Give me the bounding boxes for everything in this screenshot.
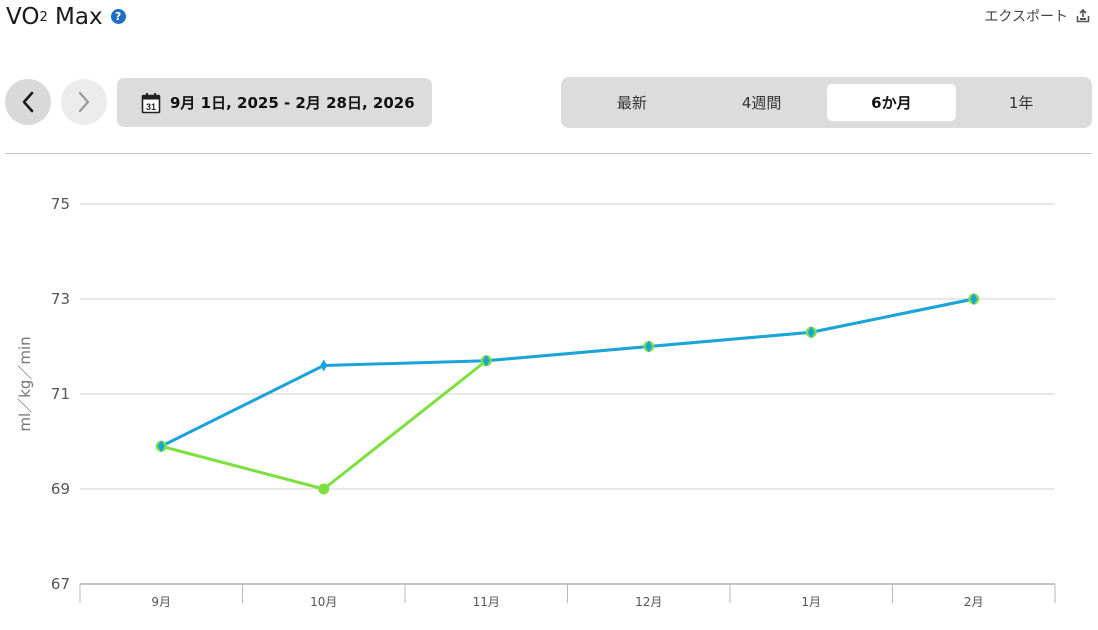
tab-6-months[interactable]: 6か月 — [826, 84, 957, 121]
y-tick-label: 69 — [51, 480, 70, 498]
y-tick-label: 71 — [51, 385, 70, 403]
x-tick-label: 2月 — [964, 595, 984, 609]
y-tick-label: 73 — [51, 290, 70, 308]
next-period-button[interactable] — [61, 79, 107, 125]
x-tick-label: 12月 — [635, 595, 662, 609]
chevron-right-icon — [78, 91, 90, 113]
x-tick-label: 1月 — [801, 595, 821, 609]
series-line-0 — [160, 297, 975, 448]
date-range-label: 9月 1日, 2025 - 2月 28日, 2026 — [170, 94, 415, 112]
point-diamond — [482, 354, 490, 367]
calendar-icon: 31 — [141, 92, 161, 113]
y-axis-label: ml／kg／min — [16, 336, 34, 431]
date-range-picker[interactable]: 31 9月 1日, 2025 - 2月 28日, 2026 — [117, 78, 432, 127]
page-title: VO 2 Max ? — [6, 4, 126, 30]
title-subscript: 2 — [39, 9, 48, 25]
point-diamond — [320, 359, 328, 372]
tab-1-year[interactable]: 1年 — [1008, 94, 1034, 112]
export-icon — [1076, 9, 1090, 23]
calendar-day: 31 — [146, 102, 156, 112]
point-circle — [318, 483, 330, 495]
tab-4-weeks[interactable]: 4週間 — [741, 94, 782, 112]
x-tick-label: 9月 — [151, 595, 171, 609]
tab-latest[interactable]: 最新 — [616, 94, 647, 112]
y-tick-label: 67 — [51, 575, 70, 593]
export-button[interactable]: エクスポート — [984, 6, 1090, 26]
x-tick-label: 10月 — [310, 595, 337, 609]
point-diamond — [970, 293, 978, 305]
help-icon[interactable]: ? — [110, 8, 126, 24]
point-diamond — [157, 440, 165, 453]
header-divider — [5, 153, 1092, 154]
x-tick-label: 11月 — [473, 595, 500, 609]
title-main: VO — [6, 4, 40, 30]
y-tick-label: 75 — [51, 195, 70, 213]
previous-period-button[interactable] — [5, 79, 51, 125]
title-rest: Max — [47, 4, 103, 30]
point-diamond — [807, 326, 815, 339]
chevron-left-icon — [22, 91, 34, 113]
export-label: エクスポート — [984, 9, 1068, 25]
point-diamond — [645, 340, 653, 353]
range-selector: 最新 4週間 6か月 1年 — [561, 77, 1092, 128]
